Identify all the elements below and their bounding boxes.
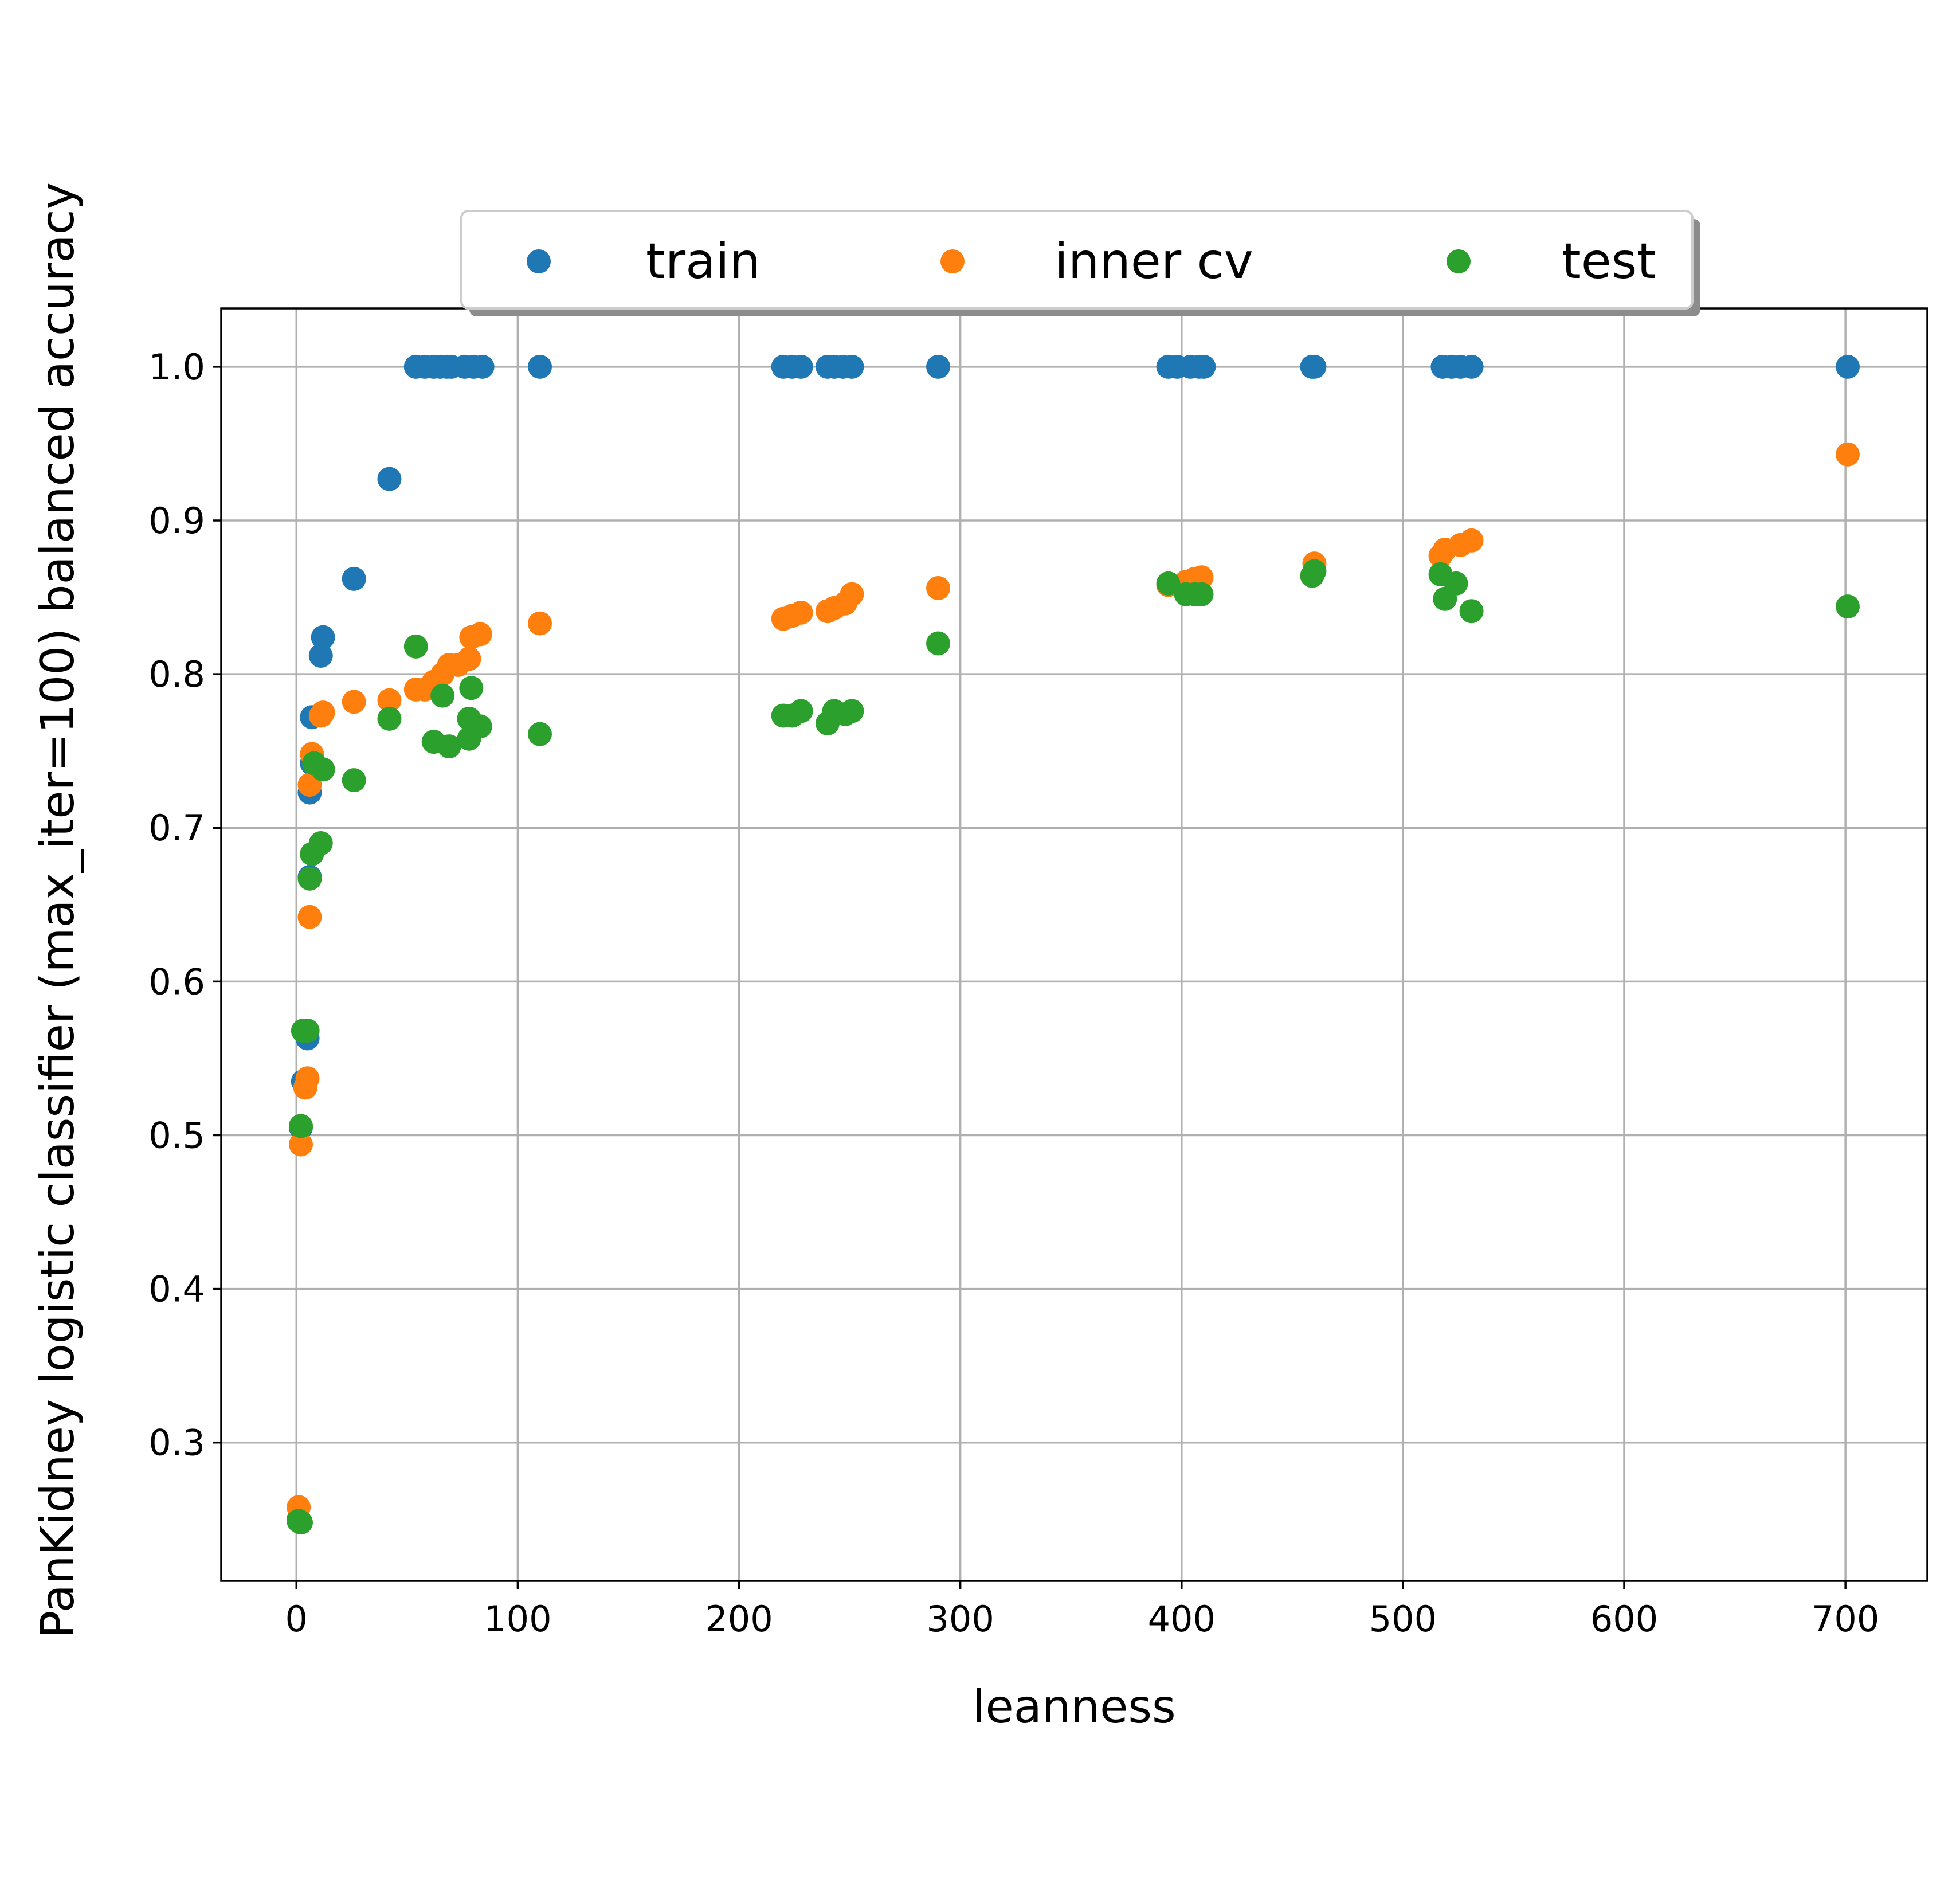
y-tick-label: 1.0 [148,346,205,388]
data-point [1459,528,1484,553]
x-tick-label: 500 [1369,1598,1437,1640]
x-tick-label: 400 [1148,1598,1216,1640]
data-point [528,611,552,636]
data-point [926,354,951,379]
y-tick-label: 0.5 [148,1114,205,1156]
data-point [468,622,492,647]
data-point [377,467,402,491]
data-point [311,757,335,782]
axis-ticks: 0 100 200 300 400 500 600 700 0.3 0.4 0.5 0.6 0.7 0.8… [148,346,1879,1640]
legend-marker [527,249,551,273]
data-point [311,625,335,649]
data-point [377,688,402,712]
series-test [287,559,1860,1535]
y-tick-label: 0.9 [148,500,205,542]
data-point [528,722,552,746]
x-tick-label: 700 [1812,1598,1879,1640]
data-point [789,699,813,723]
grid [221,308,1927,1581]
y-axis-label: PanKidney logistic classifier (max_iter=… [31,182,84,1638]
data-point [840,699,864,723]
y-tick-label: 0.7 [148,807,205,849]
data-point [297,905,322,929]
data-point [430,683,455,708]
data-point [403,634,428,659]
data-point [308,643,333,668]
data-point [342,690,366,714]
data-point [1459,354,1484,379]
data-point [1302,354,1327,379]
data-point [1444,571,1468,596]
data-point [528,354,552,379]
data-point [840,582,864,606]
data-point [311,700,335,725]
data-point [1191,354,1216,379]
y-tick-label: 0.8 [148,653,205,695]
data-points [287,354,1860,1535]
data-point [468,714,492,739]
data-point [470,354,495,379]
x-tick-label: 600 [1590,1598,1658,1640]
data-point [297,866,322,891]
data-point [1302,559,1327,584]
y-tick-label: 0.3 [148,1422,205,1464]
data-point [289,1510,313,1535]
data-point [377,706,402,731]
legend-marker [1447,249,1471,273]
legend: train inner cv test [460,210,1700,316]
data-point [289,1132,313,1157]
data-point [789,600,813,625]
data-point [459,676,484,700]
data-point [342,566,366,591]
y-tick-label: 0.6 [148,961,205,1003]
data-point [295,1019,320,1043]
data-point [437,734,461,759]
data-point [926,631,951,656]
legend-label: train [646,233,761,290]
legend-label: inner cv [1055,233,1253,290]
legend-label: test [1562,233,1656,290]
x-tick-label: 200 [705,1598,773,1640]
data-point [789,354,813,379]
data-point [1835,442,1860,467]
x-axis-label: leanness [973,1680,1175,1733]
data-point [1835,354,1860,379]
data-point [840,354,864,379]
data-point [289,1114,313,1138]
y-tick-label: 0.4 [148,1269,205,1310]
legend-marker [940,249,965,273]
data-point [308,831,333,856]
data-point [1459,599,1484,624]
data-point [1189,582,1214,606]
x-tick-label: 100 [484,1598,551,1640]
legend-box [460,210,1694,310]
x-tick-label: 300 [926,1598,994,1640]
data-point [457,647,481,671]
data-point [295,1066,320,1091]
x-tick-label: 0 [285,1598,308,1640]
data-point [342,768,366,793]
data-point [926,575,951,600]
data-point [1835,594,1860,619]
data-point [1156,571,1181,596]
